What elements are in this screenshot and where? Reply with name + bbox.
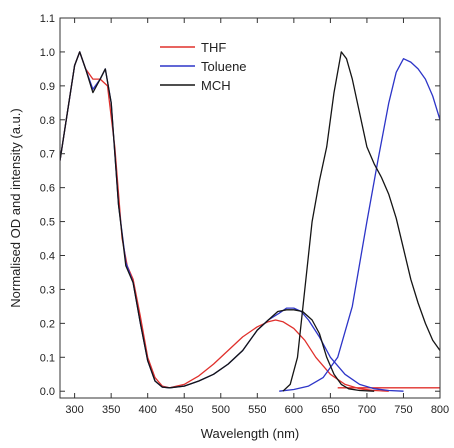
legend-label-mch: MCH [201,78,231,93]
y-tick-label: 1.1 [40,13,55,25]
x-tick-label: 750 [394,404,412,416]
y-tick-label: 0.8 [40,115,55,127]
x-axis-title: Wavelength (nm) [201,426,300,441]
ticks-layer: 300 350 400 450 500 550 600 650 700 750 800 0.0 0.1 0… [40,13,449,416]
y-tick-label: 0.3 [40,284,55,296]
x-tick-label: 500 [212,404,230,416]
x-tick-label: 700 [358,404,376,416]
y-tick-label: 0.2 [40,318,55,330]
x-tick-label: 450 [175,404,193,416]
x-tick-label: 600 [285,404,303,416]
y-tick-label: 0.7 [40,149,55,161]
x-tick-label: 800 [431,404,449,416]
x-tick-label: 300 [65,404,83,416]
y-tick-label: 0.4 [40,251,55,263]
legend-label-thf: THF [201,40,226,55]
y-tick-label: 0.0 [40,386,55,398]
series-line-toluene [279,58,440,392]
y-tick-label: 0.6 [40,183,55,195]
legend: THF Toluene MCH [160,40,247,93]
x-tick-label: 400 [139,404,157,416]
y-tick-label: 0.5 [40,217,55,229]
y-axis-title: Normalised OD and intensity (a.u.) [8,108,23,307]
legend-label-toluene: Toluene [201,59,247,74]
series-layer [60,51,440,392]
series-line-thf [60,51,389,392]
x-tick-label: 650 [321,404,339,416]
y-tick-label: 1.0 [40,47,55,59]
x-tick-label: 350 [102,404,120,416]
y-tick-label: 0.1 [40,352,55,364]
series-line-mch [282,51,440,392]
x-tick-label: 550 [248,404,266,416]
plot-frame [59,17,441,399]
y-tick-label: 0.9 [40,81,55,93]
series-line-mch [60,51,375,392]
